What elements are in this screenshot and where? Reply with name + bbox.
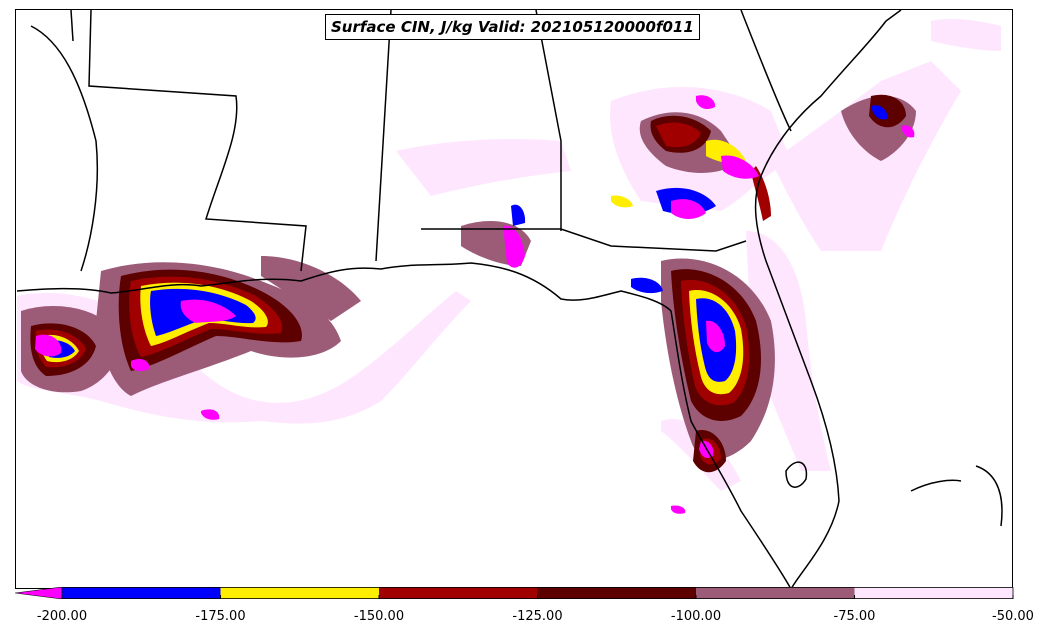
state-border-la-tx-south	[30, 25, 99, 272]
state-border-al-ga	[535, 10, 562, 231]
state-border-ms-al	[375, 10, 392, 262]
colorbar-tick-label: -175.00	[195, 609, 246, 624]
colorbar-extend-arrow	[15, 587, 63, 599]
colorbar-bin	[62, 587, 221, 599]
map-boundaries	[16, 10, 1003, 588]
atlantic-coastline	[754, 10, 902, 588]
state-border-fl-north	[421, 228, 747, 252]
colorbar-tick-label: -50.00	[992, 609, 1034, 624]
map-title: Surface CIN, J/kg Valid: 202105120000f01…	[325, 14, 700, 40]
cin-shading-magenta	[35, 95, 915, 514]
bahamas-coast-2	[975, 465, 1003, 527]
map-panel	[15, 9, 1013, 589]
colorbar-tick-label: -100.00	[670, 609, 722, 624]
state-border-tx-la	[70, 10, 74, 42]
colorbar-bin	[379, 587, 538, 599]
colorbar-bin	[854, 587, 1013, 599]
colorbar	[15, 587, 1014, 599]
colorbar-bin	[220, 587, 379, 599]
colorbar-tick-label: -75.00	[833, 609, 876, 624]
state-border-ga-sc	[740, 10, 792, 132]
lake-okeechobee	[785, 461, 808, 488]
colorbar-bin	[537, 587, 696, 599]
state-border-la-ms	[88, 10, 307, 272]
colorbar-tick-label: -125.00	[512, 609, 563, 624]
gulf-coastline	[16, 262, 792, 588]
colorbar-bin	[696, 587, 855, 599]
bahamas-coast	[910, 479, 962, 492]
colorbar-tick-label: -150.00	[353, 609, 405, 624]
cin-map	[16, 10, 1003, 588]
colorbar-tick-label: -200.00	[36, 609, 88, 624]
